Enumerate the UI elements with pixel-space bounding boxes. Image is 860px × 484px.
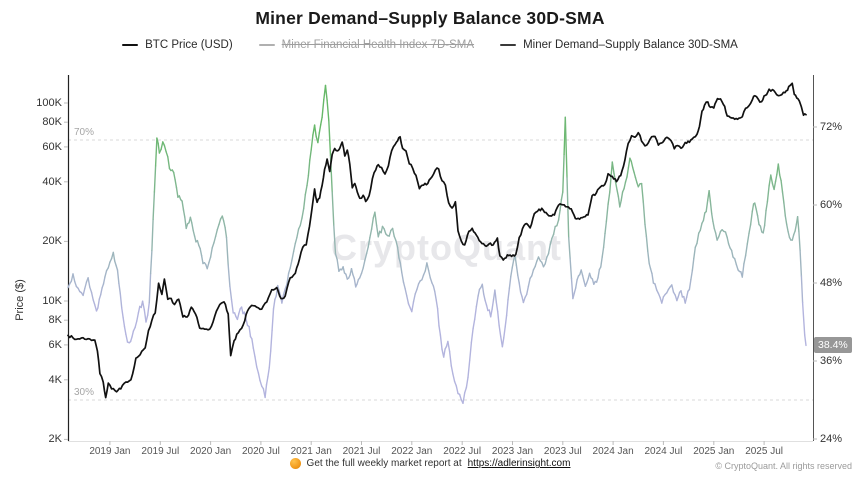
- copyright: © CryptoQuant. All rights reserved: [715, 461, 852, 471]
- x-axis-label: 2020 Jul: [241, 446, 280, 457]
- y-axis-right-label: 48%: [820, 277, 843, 289]
- y-axis-right-label: 36%: [820, 355, 843, 367]
- x-axis-label: 2022 Jan: [391, 446, 433, 457]
- x-axis-label: 2021 Jul: [342, 446, 381, 457]
- legend-swatch-btc-price-icon: [122, 44, 139, 46]
- x-axis-label: 2024 Jan: [592, 446, 634, 457]
- legend-label-miner-financial-health: Miner Financial Health Index 7D-SMA: [281, 39, 475, 51]
- legend-label-btc-price: BTC Price (USD): [145, 39, 233, 51]
- x-axis-label: 2019 Jul: [141, 446, 180, 457]
- legend-swatch-demand-supply-balance-icon: [500, 44, 517, 46]
- x-axis-label: 2023 Jan: [491, 446, 534, 457]
- x-axis-label: 2019 Jan: [89, 446, 131, 457]
- last-value-badge: 38.4%: [814, 337, 852, 353]
- orange-dot-icon: [289, 458, 301, 469]
- y-axis-left-label: 8K: [48, 314, 62, 327]
- x-axis-label: 2022 Jul: [443, 446, 482, 457]
- y-axis-left-label: 100K: [36, 97, 62, 109]
- legend-item-miner-financial-health[interactable]: Miner Financial Health Index 7D-SMA: [258, 39, 475, 51]
- x-axis-label: 2024 Jul: [644, 446, 683, 457]
- y-axis-left-label: 10K: [42, 295, 62, 307]
- x-axis-label: 2025 Jul: [745, 446, 783, 457]
- threshold-label-70: 70%: [74, 127, 98, 138]
- footer: Get the full weekly market report at htt…: [0, 458, 860, 478]
- y-axis-left-label: 60K: [42, 140, 62, 153]
- legend: BTC Price (USD) Miner Financial Health I…: [0, 39, 860, 51]
- legend-item-demand-supply-balance[interactable]: Miner Demand–Supply Balance 30D-SMA: [500, 39, 738, 51]
- x-axis-label: 2021 Jan: [290, 446, 332, 457]
- y-axis-right-label: 24%: [820, 433, 843, 445]
- legend-swatch-miner-financial-health-icon: [258, 44, 275, 46]
- y-axis-left-label: 20K: [42, 235, 62, 248]
- x-axis-label: 2025 Jan: [693, 446, 735, 457]
- y-axis-left-label: 2K: [48, 433, 62, 446]
- y-axis-left-label: 40K: [42, 175, 62, 188]
- y-axis-right-label: 60%: [820, 199, 843, 211]
- y-axis-left-label: 4K: [48, 373, 62, 386]
- chart-title: Miner Demand–Supply Balance 30D-SMA: [255, 8, 605, 28]
- threshold-label-30: 30%: [74, 387, 98, 398]
- legend-item-btc-price[interactable]: BTC Price (USD): [122, 39, 233, 51]
- legend-label-demand-supply-balance: Miner Demand–Supply Balance 30D-SMA: [523, 39, 738, 51]
- x-axis-label: 2020 Jan: [190, 446, 232, 457]
- y-axis-right-label: 72%: [820, 121, 843, 133]
- report-link[interactable]: https://adlerinsight.com: [467, 458, 571, 469]
- x-axis-label: 2023 Jul: [543, 446, 582, 457]
- y-axis-left-label: 6K: [48, 338, 62, 351]
- report-text: Get the full weekly market report at: [306, 458, 462, 469]
- y-axis-left-label: 80K: [42, 116, 62, 129]
